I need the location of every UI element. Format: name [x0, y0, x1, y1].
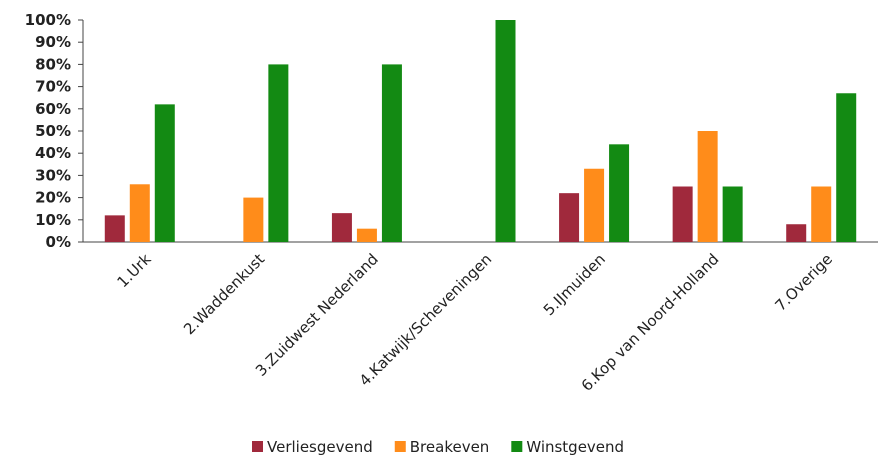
y-tick-label: 40% [35, 144, 71, 162]
y-tick-label: 0% [46, 233, 71, 251]
legend: Verliesgevend Breakeven Winstgevend [252, 438, 624, 456]
bars [104, 20, 857, 243]
y-tick-label: 20% [35, 189, 71, 207]
bar-verliesgevend [672, 186, 693, 242]
bar-verliesgevend [104, 215, 125, 242]
y-tick-label: 70% [35, 78, 71, 96]
bar-verliesgevend [559, 193, 580, 242]
x-tick-label: 3.Zuidwest Nederland [252, 250, 382, 380]
x-tick-label: 7.Overige [771, 250, 836, 315]
bar-winstgevend [836, 93, 857, 242]
bar-breakeven [356, 228, 377, 242]
legend-swatch [394, 441, 406, 452]
y-axis: 0% 10% 20% 30% 40% 50% 60% 70% 80% 90% 100% [25, 11, 878, 251]
y-tick-label: 90% [35, 33, 71, 51]
bar-breakeven [697, 131, 718, 242]
x-tick-label: 1.Urk [113, 250, 154, 291]
x-tick-label: 2.Waddenkust [180, 250, 268, 338]
bar-winstgevend [381, 64, 402, 243]
bar-verliesgevend [786, 224, 807, 242]
legend-swatch [511, 441, 523, 452]
bar-winstgevend [495, 20, 516, 242]
y-tick-label: 50% [35, 122, 71, 140]
y-tick-label: 100% [25, 11, 71, 29]
legend-label: Breakeven [410, 438, 490, 456]
bar-winstgevend [268, 64, 289, 243]
x-tick-label: 4.Katwijk/Scheveningen [356, 250, 496, 390]
y-tick-label: 30% [35, 166, 71, 184]
bar-breakeven [584, 168, 605, 242]
bar-winstgevend [154, 104, 175, 242]
bar-winstgevend [609, 144, 630, 242]
bar-breakeven [243, 197, 264, 242]
bar-breakeven [811, 186, 832, 242]
y-tick-label: 80% [35, 55, 71, 73]
legend-swatch [252, 441, 263, 452]
x-tick-label: 5.IJmuiden [540, 250, 609, 319]
y-tick-label: 60% [35, 100, 71, 118]
bar-verliesgevend [331, 213, 352, 242]
y-tick-label: 10% [35, 211, 71, 229]
legend-label: Winstgevend [526, 438, 624, 456]
bar-winstgevend [722, 186, 743, 242]
legend-label: Verliesgevend [267, 438, 373, 456]
bar-breakeven [129, 184, 150, 242]
